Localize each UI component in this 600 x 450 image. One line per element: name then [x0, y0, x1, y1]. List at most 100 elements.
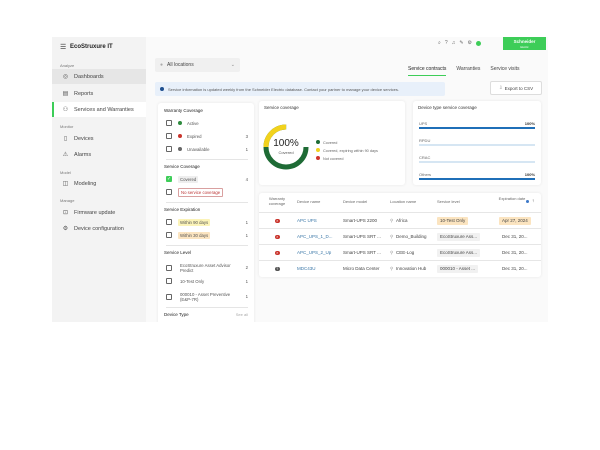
checkbox[interactable]: [166, 133, 172, 139]
checkbox[interactable]: [166, 189, 172, 195]
col-location[interactable]: Location name: [390, 199, 417, 204]
filter-option[interactable]: EcoStruxure Asset Advisor Predict 2: [166, 260, 248, 275]
see-all-link[interactable]: See all: [235, 312, 248, 317]
sidebar-item-firmware-update[interactable]: ⊡ Firmware update: [52, 205, 146, 220]
tab-service-contracts[interactable]: Service contracts: [408, 66, 447, 76]
sidebar-section-label: Model: [60, 170, 71, 175]
location-name: Innovation Hub: [396, 266, 427, 271]
sidebar-section-label: Monitor: [60, 124, 74, 129]
service-level-chip: EcoStruxure Ass...: [437, 248, 481, 257]
device-model: Micro Data Center: [343, 266, 380, 271]
coverage-bar-fill: [419, 127, 535, 129]
config-icon: ⚙: [62, 226, 69, 232]
feedback-icon[interactable]: ✎: [459, 40, 464, 46]
filter-label: Within 30 days: [178, 231, 211, 239]
sidebar-item-devices[interactable]: ▯ Devices: [52, 131, 146, 146]
filter-count: 1: [245, 294, 248, 299]
service-coverage-card: Service coverage 100% Covered Covered Cov…: [259, 101, 405, 185]
filter-option[interactable]: 000010 - Asset Preventive (E&P-7R) 1: [166, 289, 248, 304]
export-icon: ⇩: [498, 85, 503, 90]
info-icon[interactable]: [526, 200, 529, 203]
legend-item: Covered: [316, 139, 378, 147]
filter-label: Covered: [178, 175, 199, 183]
info-banner: Service information is updated weekly fr…: [155, 82, 445, 96]
table-row[interactable]: ? MDC43U Micro Data Center ⚲ Innovation Hub 0…: [259, 260, 541, 276]
col-device-model[interactable]: Device model: [343, 199, 368, 204]
coverage-bar: [419, 178, 535, 180]
device-type-value: 100%: [524, 121, 535, 126]
tab-service-visits[interactable]: Service visits: [490, 66, 520, 72]
sidebar-section-label: Manage: [60, 198, 75, 203]
legend-label: Not covered: [323, 157, 344, 161]
expired-status-icon: ×: [275, 218, 280, 223]
gear-icon[interactable]: ⚙: [467, 40, 473, 46]
device-name-link[interactable]: MDC43U: [297, 266, 316, 271]
coverage-percent: 100%: [273, 138, 299, 149]
filter-option[interactable]: No service coverage: [166, 187, 248, 197]
filter-option[interactable]: ✓ Covered 4: [166, 174, 248, 184]
sidebar-item-services-and-warranties[interactable]: ⚇ Services and Warranties: [52, 102, 146, 117]
help-icon[interactable]: ?: [444, 40, 448, 46]
checkbox[interactable]: [166, 278, 172, 284]
filter-option[interactable]: Within 30 days 1: [166, 230, 248, 240]
checkbox[interactable]: [166, 120, 172, 126]
checkbox[interactable]: ✓: [166, 176, 172, 182]
col-warranty[interactable]: Warranty coverage: [268, 196, 286, 206]
checkbox[interactable]: [166, 232, 172, 238]
eye-icon: ◎: [62, 74, 69, 80]
device-type-label: UPS: [419, 121, 428, 126]
device-name-link[interactable]: APC_UPS_1_D...: [297, 234, 333, 239]
sidebar-item-alarms[interactable]: ⚠ Alarms: [52, 147, 146, 162]
sidebar-item-dashboards[interactable]: ◎ Dashboards: [52, 69, 146, 84]
devices-table: Warranty coverage Device name Device mod…: [259, 193, 541, 277]
col-service-level[interactable]: Service level: [437, 199, 460, 204]
location-icon: ●: [160, 62, 164, 68]
sidebar-item-label: Alarms: [74, 151, 92, 158]
topbar-icons: ⌕? ♫ ✎ ⚙: [438, 40, 482, 46]
sidebar-item-modeling[interactable]: ◫ Modeling: [52, 176, 146, 191]
table-row[interactable]: × APC UPS Smart-UPS 2200 ⚲ Africa 10-Test Onl…: [259, 212, 541, 228]
location-dropdown[interactable]: ● All locations ⌄: [155, 58, 240, 72]
table-row[interactable]: × APC_UPS_2_Up Smart-UPS SRT ... ⚲ CEE-Log Ec…: [259, 244, 541, 260]
filter-label: 000010 - Asset Preventive (E&P-7R): [180, 291, 231, 302]
checkbox[interactable]: [166, 293, 172, 300]
filter-label: Within 90 days: [178, 218, 211, 226]
device-name-link[interactable]: APC_UPS_2_Up: [297, 250, 332, 255]
filter-option[interactable]: Unavailable 1: [166, 144, 248, 154]
checkbox[interactable]: [166, 146, 172, 152]
col-expiration[interactable]: Expiration date: [498, 196, 526, 201]
export-csv-button[interactable]: ⇩ Export to CSV: [490, 81, 542, 95]
filter-option[interactable]: 10-Test Only 1: [166, 276, 248, 286]
filter-label: Expired: [187, 133, 202, 139]
filter-section-title: Service Expiration: [164, 207, 201, 212]
legend-item: Covered, expiring within 90 days: [316, 147, 378, 155]
info-icon: [160, 87, 164, 91]
sidebar-item-device-configuration[interactable]: ⚙ Device configuration: [52, 221, 146, 236]
bell-icon[interactable]: ♫: [451, 40, 456, 46]
col-device-name[interactable]: Device name: [297, 199, 321, 204]
device-model: Smart-UPS SRT ...: [343, 234, 381, 239]
filter-count: 2: [245, 265, 248, 270]
filter-label: Active: [187, 120, 199, 126]
coverage-bar-fill: [419, 178, 535, 180]
device-name-link[interactable]: APC UPS: [297, 218, 317, 223]
table-row[interactable]: × APC_UPS_1_D... Smart-UPS SRT ... ⚲ Demo_Bu…: [259, 228, 541, 244]
location-pin-icon: ⚲: [390, 234, 394, 239]
menu-icon[interactable]: ☰: [60, 44, 67, 51]
service-icon: ⚇: [62, 107, 69, 113]
filter-option[interactable]: Active: [166, 118, 248, 128]
checkbox[interactable]: [166, 264, 172, 271]
sidebar-item-reports[interactable]: ▤ Reports: [52, 86, 146, 101]
service-level-chip: 000010 - Asset ...: [437, 264, 479, 273]
divider: [166, 202, 248, 203]
filter-option[interactable]: Within 90 days 1: [166, 217, 248, 227]
expiration-date: Dec 31, 20...: [502, 250, 528, 255]
location-name: Africa: [396, 218, 408, 223]
user-avatar[interactable]: [476, 41, 482, 46]
location-pin-icon: ⚲: [390, 250, 394, 255]
tab-warranties[interactable]: Warranties: [456, 66, 481, 72]
sort-asc-icon[interactable]: ↑: [532, 198, 535, 203]
search-icon[interactable]: ⌕: [438, 40, 441, 46]
filter-option[interactable]: Expired 3: [166, 131, 248, 141]
checkbox[interactable]: [166, 219, 172, 225]
